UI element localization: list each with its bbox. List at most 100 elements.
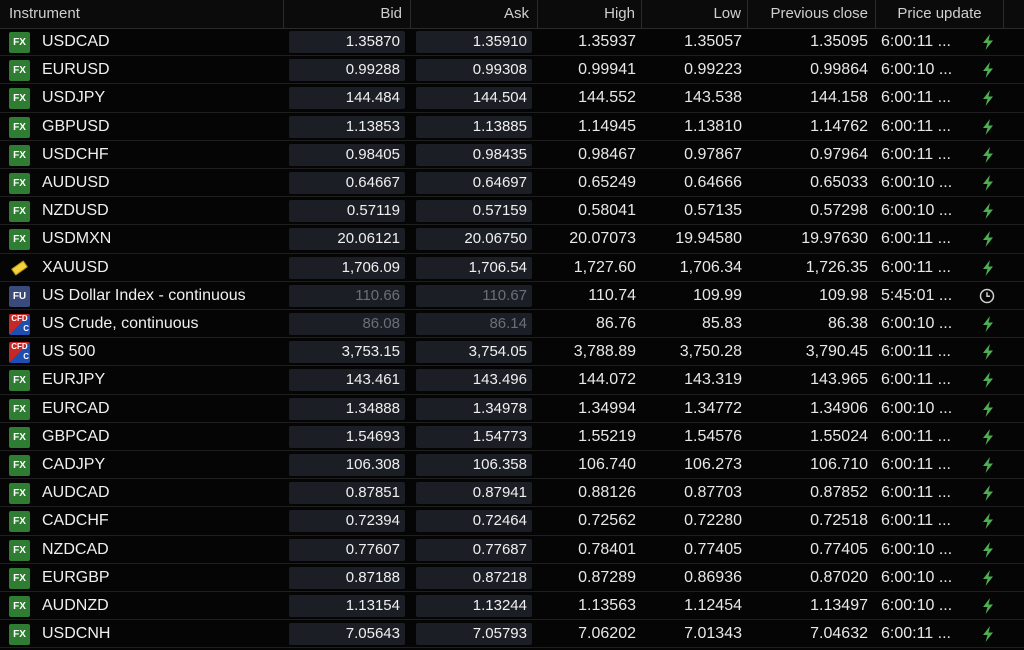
ask-price-button[interactable]: 1.54773: [416, 425, 532, 448]
previous-close-value: 1,726.35: [805, 258, 868, 276]
table-row[interactable]: FX CADCHF 0.72394 0.72464 0.72562 0.72280 0.72…: [0, 507, 1024, 536]
ask-price-button[interactable]: 106.358: [416, 454, 532, 476]
lightning-icon: [983, 62, 993, 79]
cfd-badge-icon: CFD C: [9, 342, 30, 364]
table-row[interactable]: FU US Dollar Index - continuous 110.66 110.…: [0, 282, 1024, 310]
ask-price-button[interactable]: 143.496: [416, 369, 532, 392]
table-row[interactable]: FX USDCHF 0.98405 0.98435 0.98467 0.97867 0.97…: [0, 141, 1024, 169]
price-update-time: 6:00:11 ...: [881, 343, 951, 361]
bid-price-button[interactable]: 0.64667: [289, 172, 405, 194]
bid-price-button[interactable]: 0.57119: [289, 200, 405, 223]
previous-close-value: 144.158: [810, 89, 868, 107]
table-row[interactable]: FX USDCAD 1.35870 1.35910 1.35937 1.35057 1.35…: [0, 28, 1024, 57]
high-value: 1.35937: [578, 33, 636, 50]
table-row[interactable]: FX USDJPY 144.484 144.504 144.552 143.538 144.…: [0, 84, 1024, 113]
table-row[interactable]: FX GBPCAD 1.54693 1.54773 1.55219 1.54576 1.55…: [0, 423, 1024, 451]
header-low[interactable]: Low: [641, 0, 747, 28]
table-row[interactable]: FX AUDNZD 1.13154 1.13244 1.13563 1.12454 1.13…: [0, 592, 1024, 621]
bid-price-button[interactable]: 0.99288: [289, 59, 405, 82]
table-row[interactable]: CFD C US Crude, continuous 86.08 86.14 86.76 8…: [0, 310, 1024, 339]
price-update-time: 6:00:10 ...: [881, 315, 953, 332]
bid-price-button[interactable]: 0.77607: [289, 538, 405, 561]
bid-price-button[interactable]: 1.13853: [289, 115, 405, 138]
table-row[interactable]: FX EURGBP 0.87188 0.87218 0.87289 0.86936 0.87…: [0, 564, 1024, 592]
ask-price-button[interactable]: 0.72464: [416, 510, 532, 533]
lightning-icon: [983, 626, 993, 643]
header-price-update[interactable]: Price update: [875, 0, 1003, 28]
bid-price-button[interactable]: 1.54693: [289, 425, 405, 448]
ask-price-button[interactable]: 1,706.54: [416, 256, 532, 279]
instrument-name: EURGBP: [42, 568, 110, 586]
table-row[interactable]: FX EURJPY 143.461 143.496 144.072 143.319 143.…: [0, 366, 1024, 395]
ask-price-button[interactable]: 144.504: [416, 87, 532, 110]
low-value: 0.86936: [684, 568, 742, 586]
low-value: 1,706.34: [679, 258, 742, 276]
table-row[interactable]: FX AUDCAD 0.87851 0.87941 0.88126 0.87703 0.87…: [0, 479, 1024, 508]
high-value: 0.98467: [578, 145, 636, 163]
header-ask[interactable]: Ask: [410, 0, 537, 28]
low-value: 109.99: [693, 286, 742, 304]
fx-badge-icon: FX: [9, 398, 30, 420]
ask-price-button[interactable]: 1.34978: [416, 397, 532, 420]
header-previous-close[interactable]: Previous close: [747, 0, 875, 28]
ask-price-button[interactable]: 0.57159: [416, 200, 532, 223]
bid-price-button[interactable]: 3,753.15: [289, 341, 405, 364]
bid-price-button[interactable]: 1,706.09: [289, 256, 405, 279]
bid-price-button[interactable]: 110.66: [289, 284, 405, 307]
price-update-time: 6:00:11 ...: [881, 427, 951, 445]
table-row[interactable]: FX EURCAD 1.34888 1.34978 1.34994 1.34772 1.34…: [0, 395, 1024, 423]
bid-price-button[interactable]: 0.87851: [289, 482, 405, 505]
ask-price-button[interactable]: 20.06750: [416, 228, 532, 251]
ask-price-button[interactable]: 0.99308: [416, 59, 532, 82]
ask-price-button[interactable]: 3,754.05: [416, 341, 532, 364]
ask-price-button[interactable]: 110.67: [416, 284, 532, 307]
price-update-time: 6:00:11 ...: [881, 371, 951, 389]
ask-price-button[interactable]: 0.87941: [416, 482, 532, 505]
bid-price-button[interactable]: 0.87188: [289, 566, 405, 589]
header-spacer: [1003, 0, 1024, 28]
bid-price-button[interactable]: 1.13154: [289, 595, 405, 617]
bid-price-button[interactable]: 106.308: [289, 454, 405, 476]
lightning-icon: [983, 231, 993, 248]
instrument-name: GBPCAD: [42, 427, 110, 445]
previous-close-value: 109.98: [819, 286, 868, 304]
table-row[interactable]: FX EURUSD 0.99288 0.99308 0.99941 0.99223 0.99…: [0, 56, 1024, 85]
bid-price-button[interactable]: 20.06121: [289, 228, 405, 251]
ask-price-button[interactable]: 7.05793: [416, 623, 532, 646]
bid-price-button[interactable]: 143.461: [289, 369, 405, 392]
ask-price-button[interactable]: 0.64697: [416, 172, 532, 194]
ask-price-button[interactable]: 0.77687: [416, 538, 532, 561]
table-row[interactable]: FX NZDCAD 0.77607 0.77687 0.78401 0.77405 0.77…: [0, 536, 1024, 564]
clock-icon: [979, 288, 995, 304]
header-instrument[interactable]: Instrument: [9, 5, 80, 22]
lightning-icon: [983, 344, 993, 361]
bid-price-button[interactable]: 7.05643: [289, 623, 405, 646]
table-row[interactable]: FX USDCNH 7.05643 7.05793 7.06202 7.01343 7.04…: [0, 620, 1024, 649]
lightning-icon: [983, 175, 993, 191]
ask-price-button[interactable]: 1.13244: [416, 595, 532, 617]
table-row[interactable]: FX USDMXN 20.06121 20.06750 20.07073 19.94580…: [0, 225, 1024, 254]
ask-price-button[interactable]: 1.35910: [416, 31, 532, 53]
table-row[interactable]: FX AUDUSD 0.64667 0.64697 0.65249 0.64666 0.65…: [0, 169, 1024, 198]
header-high[interactable]: High: [537, 0, 641, 28]
high-value: 0.72562: [578, 512, 636, 530]
ask-price-button[interactable]: 0.98435: [416, 143, 532, 166]
fx-badge-icon: FX: [9, 539, 30, 561]
fx-badge-icon: FX: [9, 370, 30, 392]
bid-price-button[interactable]: 86.08: [289, 313, 405, 335]
bid-price-button[interactable]: 0.72394: [289, 510, 405, 533]
ask-price-button[interactable]: 0.87218: [416, 566, 532, 589]
table-row[interactable]: FX GBPUSD 1.13853 1.13885 1.14945 1.13810 1.14…: [0, 113, 1024, 141]
bid-price-button[interactable]: 144.484: [289, 87, 405, 110]
table-row[interactable]: CFD C US 500 3,753.15 3,754.05 3,788.89 3,750.…: [0, 338, 1024, 367]
table-row[interactable]: FX NZDUSD 0.57119 0.57159 0.58041 0.57135 0.57…: [0, 197, 1024, 226]
fx-badge-icon: FX: [9, 88, 30, 110]
bid-price-button[interactable]: 0.98405: [289, 143, 405, 166]
ask-price-button[interactable]: 1.13885: [416, 115, 532, 138]
header-bid[interactable]: Bid: [283, 0, 410, 28]
table-row[interactable]: XAUUSD 1,706.09 1,706.54 1,727.60 1,706.34 1,…: [0, 254, 1024, 282]
bid-price-button[interactable]: 1.34888: [289, 397, 405, 420]
table-row[interactable]: FX CADJPY 106.308 106.358 106.740 106.273 106.…: [0, 451, 1024, 480]
ask-price-button[interactable]: 86.14: [416, 313, 532, 335]
bid-price-button[interactable]: 1.35870: [289, 31, 405, 53]
